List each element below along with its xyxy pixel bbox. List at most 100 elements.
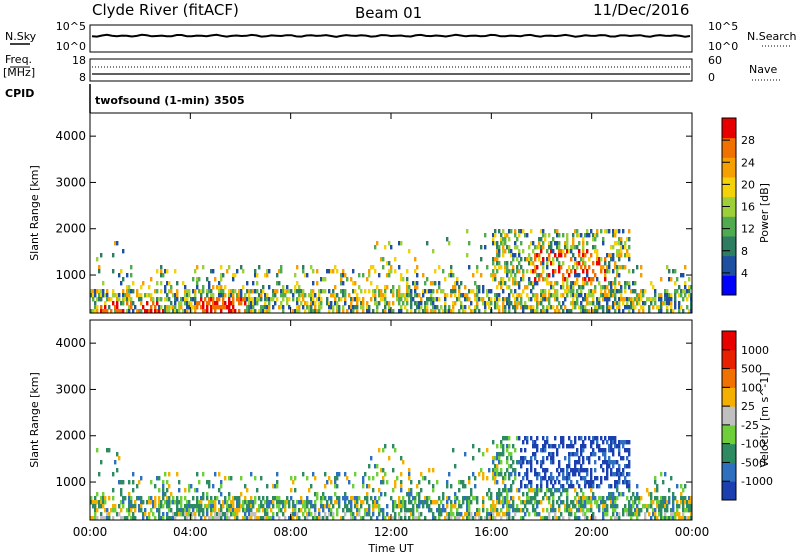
data-cell (318, 289, 321, 294)
data-cell (496, 456, 499, 461)
data-cell (576, 452, 579, 457)
data-cell (552, 516, 555, 521)
data-cell (374, 269, 377, 274)
data-cell (424, 289, 427, 294)
data-cell (364, 289, 367, 294)
data-cell (142, 281, 145, 286)
data-cell (364, 508, 367, 513)
data-cell (494, 305, 497, 310)
data-cell (496, 444, 499, 449)
data-cell (384, 472, 387, 477)
data-cell (398, 516, 401, 521)
data-cell (192, 512, 195, 517)
data-cell (650, 301, 653, 306)
data-cell (392, 508, 395, 513)
data-cell (570, 309, 573, 314)
data-cell (432, 484, 435, 489)
data-cell (162, 273, 165, 278)
data-cell (166, 516, 169, 521)
data-cell (416, 305, 419, 310)
data-cell (490, 508, 493, 513)
data-cell (488, 512, 491, 517)
data-cell (522, 500, 525, 505)
data-cell (128, 508, 131, 513)
data-cell (178, 508, 181, 513)
data-cell (602, 265, 605, 270)
data-cell (426, 504, 429, 509)
data-cell (226, 269, 229, 274)
data-cell (516, 269, 519, 274)
data-cell (540, 229, 543, 234)
data-cell (668, 277, 671, 282)
data-cell (490, 301, 493, 306)
data-cell (642, 309, 645, 314)
data-cell (394, 516, 397, 521)
data-cell (362, 309, 365, 314)
data-cell (446, 504, 449, 509)
data-cell (456, 512, 459, 517)
data-cell (408, 289, 411, 294)
data-cell (460, 504, 463, 509)
data-cell (356, 297, 359, 302)
data-cell (408, 472, 411, 477)
data-cell (612, 289, 615, 294)
data-cell (368, 504, 371, 509)
data-cell (616, 269, 619, 274)
data-cell (214, 512, 217, 517)
data-cell (594, 500, 597, 505)
data-cell (576, 297, 579, 302)
data-cell (238, 309, 241, 314)
data-cell (566, 285, 569, 290)
data-cell (280, 265, 283, 270)
data-cell (522, 289, 525, 294)
data-cell (362, 484, 365, 489)
data-cell (580, 468, 583, 473)
data-cell (454, 496, 457, 501)
data-cell (454, 281, 457, 286)
data-cell (548, 281, 551, 286)
data-cell (586, 293, 589, 298)
data-cell (522, 508, 525, 513)
data-cell (628, 484, 631, 489)
data-cell (582, 261, 585, 266)
data-cell (502, 488, 505, 493)
nave-tick-bottom: 0 (708, 71, 715, 84)
data-cell (610, 253, 613, 258)
data-cell (408, 500, 411, 505)
data-cell (582, 297, 585, 302)
data-cell (622, 512, 625, 517)
data-cell (98, 293, 101, 298)
data-cell (230, 504, 233, 509)
data-cell (254, 269, 257, 274)
data-cell (446, 516, 449, 521)
data-cell (94, 512, 97, 517)
data-cell (590, 496, 593, 501)
data-cell (204, 516, 207, 521)
data-cell (614, 508, 617, 513)
data-cell (298, 508, 301, 513)
data-cell (426, 301, 429, 306)
beam-title: Beam 01 (355, 4, 422, 22)
data-cell (576, 229, 579, 234)
data-cell (500, 241, 503, 246)
data-cell (186, 500, 189, 505)
data-cell (180, 512, 183, 517)
data-cell (682, 309, 685, 314)
data-cell (500, 237, 503, 242)
data-cell (522, 460, 525, 465)
data-cell (628, 480, 631, 485)
data-cell (612, 301, 615, 306)
data-cell (396, 289, 399, 294)
data-cell (414, 500, 417, 505)
data-cell (676, 512, 679, 517)
data-cell (536, 500, 539, 505)
noise-left-label: N.Sky (5, 30, 37, 43)
colorbar-swatch (722, 368, 736, 388)
data-cell (364, 512, 367, 517)
data-cell (314, 508, 317, 513)
data-cell (596, 257, 599, 262)
data-cell (270, 516, 273, 521)
data-cell (102, 496, 105, 501)
data-cell (420, 500, 423, 505)
data-cell (548, 273, 551, 278)
